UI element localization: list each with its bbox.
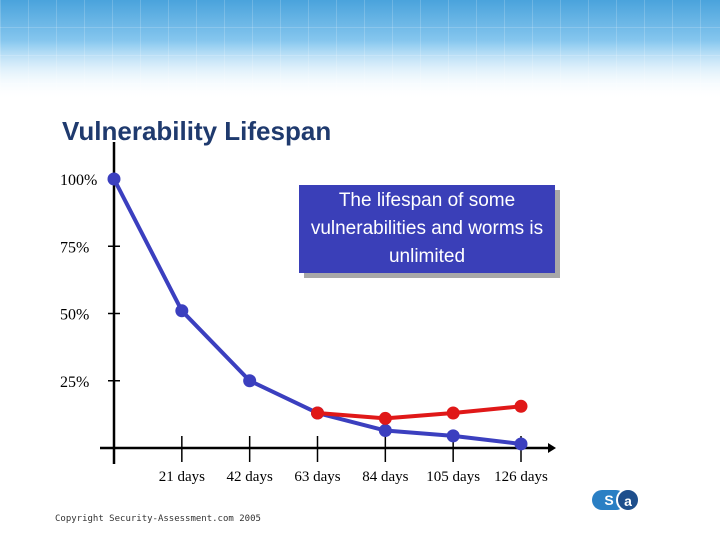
sa-logo-icon: S a bbox=[592, 488, 652, 512]
callout-text: The lifespan of some vulnerabilities and… bbox=[310, 190, 544, 267]
chart-series bbox=[107, 172, 528, 451]
series-point-0 bbox=[514, 437, 528, 451]
x-tick-label: 42 days bbox=[227, 469, 273, 485]
copyright-notice: Copyright Security-Assessment.com 2005 bbox=[55, 514, 261, 524]
series-line-1 bbox=[317, 404, 522, 421]
y-tick-label: 75% bbox=[60, 239, 89, 256]
banner-fade bbox=[0, 0, 720, 100]
header-banner bbox=[0, 0, 720, 100]
x-tick-label: 126 days bbox=[494, 469, 548, 485]
series-point-1 bbox=[514, 399, 528, 413]
series-point-0 bbox=[243, 374, 257, 388]
x-axis-arrow bbox=[548, 443, 556, 453]
logo-a-mark: a bbox=[616, 488, 640, 512]
x-tick-label: 63 days bbox=[294, 469, 340, 485]
y-tick-label: 50% bbox=[60, 307, 89, 324]
x-tick-label: 21 days bbox=[159, 469, 205, 485]
x-tick-label: 84 days bbox=[362, 469, 408, 485]
chart-axes bbox=[100, 142, 556, 464]
series-point-1 bbox=[378, 411, 392, 425]
series-point-0 bbox=[446, 429, 460, 443]
series-point-0 bbox=[175, 304, 189, 318]
x-axis-ticks: 21 days 42 days 63 days 84 days 105 days 126 … bbox=[159, 436, 548, 485]
y-tick-label: 25% bbox=[60, 374, 89, 391]
y-axis-ticks: 100% 75% 50% 25% bbox=[60, 172, 120, 391]
x-tick-label: 105 days bbox=[426, 469, 480, 485]
slide-title: Vulnerability Lifespan bbox=[62, 116, 332, 146]
lifespan-callout: The lifespan of some vulnerabilities and… bbox=[299, 185, 555, 273]
series-point-1 bbox=[446, 406, 460, 420]
series-point-0 bbox=[378, 424, 392, 438]
series-point-1 bbox=[311, 406, 324, 420]
series-point-0 bbox=[107, 172, 121, 186]
y-tick-label: 100% bbox=[60, 172, 97, 189]
